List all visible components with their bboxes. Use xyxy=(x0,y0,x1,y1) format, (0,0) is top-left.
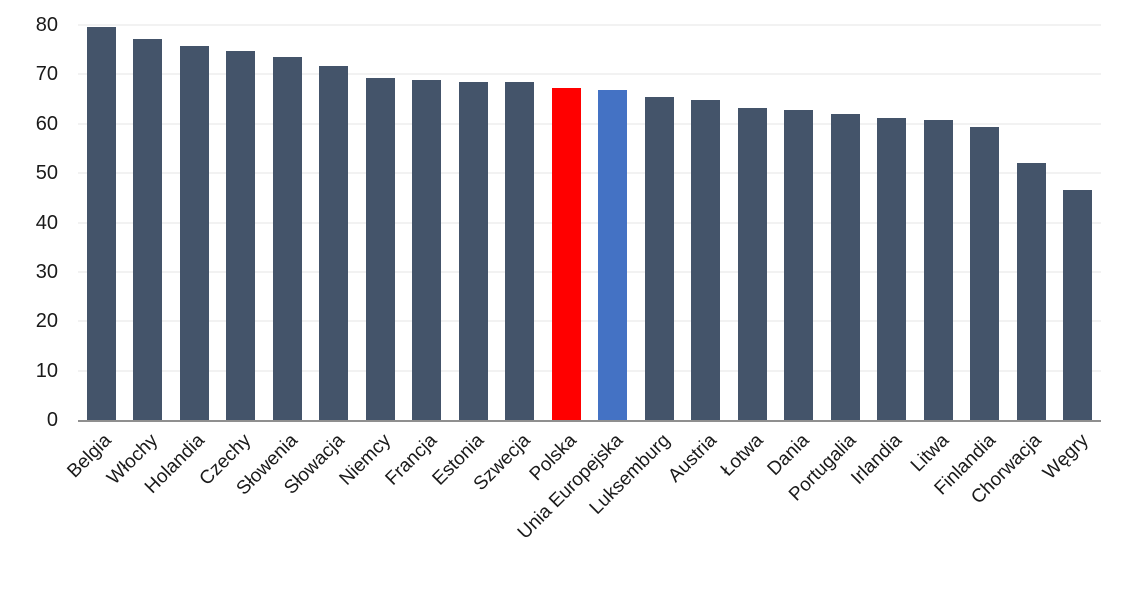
bar-finlandia xyxy=(970,126,1000,420)
bar-cell-dania xyxy=(776,25,823,420)
bar-czechy xyxy=(226,51,256,420)
bar-szwecja xyxy=(505,81,535,420)
y-tick-label-10: 10 xyxy=(35,359,58,382)
y-tick-label-70: 70 xyxy=(35,63,58,86)
bar-cell-litwa xyxy=(915,25,962,420)
gridline-80 xyxy=(78,24,1101,26)
bar-węgry xyxy=(1063,189,1093,420)
bar-słowenia xyxy=(272,57,302,420)
x-axis-label-węgry: Węgry xyxy=(1038,430,1093,484)
bar-cell-holandia xyxy=(171,25,218,420)
x-axis-label-austria: Austria xyxy=(663,430,721,487)
bar-włochy xyxy=(133,39,163,420)
bar-luksemburg xyxy=(644,96,674,420)
x-axis-label-łotwa: Łotwa xyxy=(716,430,768,481)
y-tick-label-60: 60 xyxy=(35,112,58,135)
bar-cell-luksemburg xyxy=(636,25,683,420)
bar-francja xyxy=(412,79,442,420)
bar-austria xyxy=(691,99,721,420)
bar-cell-finlandia xyxy=(962,25,1009,420)
bar-cell-słowacja xyxy=(311,25,358,420)
bar-irlandia xyxy=(877,118,907,420)
bar-cell-polska xyxy=(543,25,590,420)
bar-cell-belgia xyxy=(78,25,125,420)
bar-portugalia xyxy=(830,114,860,420)
gridline-50 xyxy=(78,172,1101,175)
y-tick-label-0: 0 xyxy=(46,409,58,431)
bar-estonia xyxy=(458,81,488,420)
bar-belgia xyxy=(86,27,116,420)
bar-chorwacja xyxy=(1016,163,1046,420)
y-tick-label-40: 40 xyxy=(35,211,58,234)
gridline-70 xyxy=(78,73,1101,76)
bar-cell-łotwa xyxy=(729,25,776,420)
bar-cell-estonia xyxy=(450,25,497,420)
y-axis: 0 10 20 30 40 50 60 70 80 xyxy=(0,14,58,431)
bar-unia-europejska xyxy=(598,90,628,420)
bar-polska xyxy=(551,87,581,420)
bar-cell-węgry xyxy=(1055,25,1102,420)
y-tick-label-80: 80 xyxy=(35,14,58,36)
bar-cell-irlandia xyxy=(869,25,916,420)
gridline-60 xyxy=(78,122,1101,125)
y-tick-label-50: 50 xyxy=(35,162,58,185)
bar-cell-szwecja xyxy=(497,25,544,420)
bar-cell-chorwacja xyxy=(1008,25,1055,420)
bar-holandia xyxy=(179,45,209,420)
y-tick-label-20: 20 xyxy=(35,310,58,333)
bar-słowacja xyxy=(319,65,349,420)
bar-cell-portugalia xyxy=(822,25,869,420)
bar-cell-francja xyxy=(404,25,451,420)
bar-cell-unia-europejska xyxy=(590,25,637,420)
bar-łotwa xyxy=(737,108,767,420)
x-axis-label-niemcy: Niemcy xyxy=(335,430,396,490)
x-axis-label-irlandia: Irlandia xyxy=(847,430,907,489)
bar-cell-słowenia xyxy=(264,25,311,420)
gridline-30 xyxy=(78,270,1101,273)
bar-dania xyxy=(784,110,814,420)
bar-cell-włochy xyxy=(125,25,172,420)
bar-cell-niemcy xyxy=(357,25,404,420)
bar-litwa xyxy=(923,119,953,420)
bar-niemcy xyxy=(365,78,395,420)
x-axis-label-francja: Francja xyxy=(381,430,442,490)
bar-cell-czechy xyxy=(218,25,265,420)
gridline-10 xyxy=(78,369,1101,372)
y-tick-label-30: 30 xyxy=(35,260,58,283)
plot-area xyxy=(78,24,1102,422)
bar-cell-austria xyxy=(683,25,730,420)
x-axis-labels: Belgia Włochy Holandia Czechy Słowenia Słowac… xyxy=(64,422,1101,593)
gridline-40 xyxy=(78,221,1101,224)
gridline-20 xyxy=(78,320,1101,323)
